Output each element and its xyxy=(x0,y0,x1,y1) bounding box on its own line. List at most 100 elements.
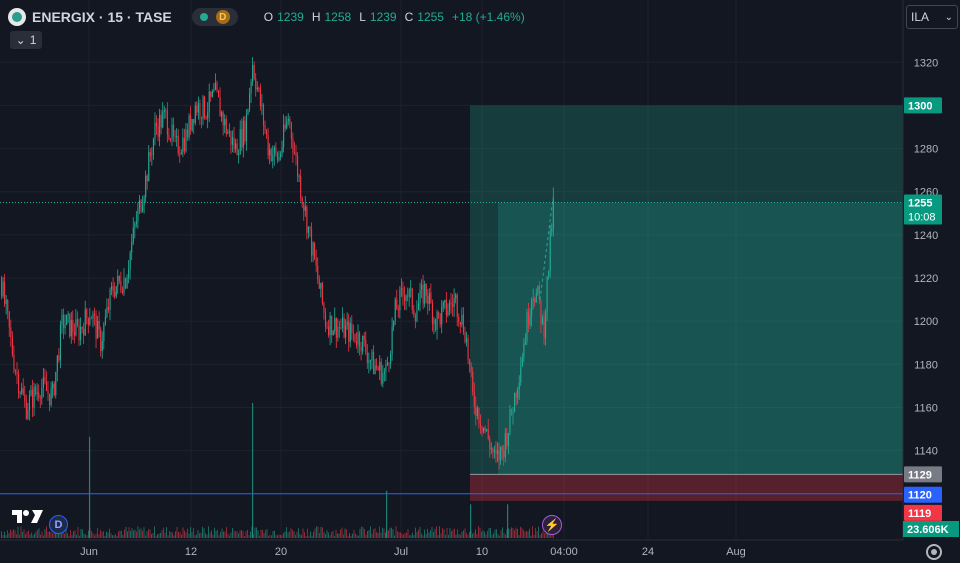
volume-bar xyxy=(169,531,170,538)
candle-body xyxy=(173,124,175,136)
market-status-pill[interactable]: D xyxy=(191,8,238,26)
candle-body xyxy=(247,109,249,115)
candle-body xyxy=(225,119,227,134)
volume-bar xyxy=(550,533,551,538)
volume-bar xyxy=(5,535,7,538)
volume-bar xyxy=(43,535,44,538)
volume-bar xyxy=(23,529,25,538)
volume-bar xyxy=(388,530,389,538)
dividend-badge[interactable]: D xyxy=(49,515,68,534)
candle-body xyxy=(363,335,365,340)
candle-body xyxy=(264,124,266,130)
volume-bar xyxy=(100,529,101,538)
candle-body xyxy=(154,122,156,139)
candle-body xyxy=(548,270,550,277)
volume-bar xyxy=(343,534,344,538)
volume-bar xyxy=(286,527,287,538)
candle-body xyxy=(227,132,229,134)
candle-body xyxy=(541,317,544,324)
candle-body xyxy=(428,292,430,304)
volume-bar xyxy=(262,529,263,538)
candle-body xyxy=(404,295,406,301)
candle-body xyxy=(510,409,513,415)
candle-body xyxy=(97,320,99,339)
symbol-title[interactable]: ENERGIX · 15 · TASE xyxy=(32,9,172,25)
volume-bar xyxy=(328,532,329,538)
candle-body xyxy=(76,319,79,325)
candle-body xyxy=(489,438,491,449)
volume-bar xyxy=(322,527,323,538)
volume-bar xyxy=(64,533,65,538)
volume-bar xyxy=(535,528,536,538)
position-zones xyxy=(470,105,903,501)
candle-body xyxy=(216,82,218,91)
candle-body xyxy=(422,284,424,304)
volume-bar xyxy=(205,533,206,538)
candle-body xyxy=(188,115,190,138)
volume-bar xyxy=(136,531,137,538)
price-label-text: 1119 xyxy=(908,508,931,520)
candle-body xyxy=(359,332,361,348)
volume-bar xyxy=(518,535,520,538)
candle-body xyxy=(498,450,500,461)
candle-body xyxy=(342,317,344,328)
tradingview-logo-icon[interactable] xyxy=(12,508,44,524)
candle-body xyxy=(314,243,316,259)
candle-body xyxy=(311,229,313,256)
candle-body xyxy=(290,123,292,139)
volume-bar xyxy=(466,533,467,538)
candle-body xyxy=(507,432,509,447)
volume-bar xyxy=(95,533,97,538)
profit-zone xyxy=(470,105,903,475)
candle-body xyxy=(66,314,68,325)
volume-bar xyxy=(298,528,299,538)
candle-body xyxy=(109,289,111,311)
volume-bar xyxy=(1,531,2,538)
volume-bar xyxy=(436,526,437,538)
candle-body xyxy=(61,314,63,325)
earnings-icon[interactable]: ⚡ xyxy=(542,515,562,535)
volume-bar xyxy=(25,534,26,538)
volume-bar xyxy=(154,526,155,538)
symbol-logo-icon[interactable] xyxy=(8,8,26,26)
volume-bar xyxy=(191,532,193,538)
volume-bar xyxy=(509,529,511,538)
volume-bar xyxy=(34,533,35,538)
candle-body xyxy=(427,295,429,304)
candle-body xyxy=(59,324,61,361)
volume-bar xyxy=(490,528,491,538)
candle-body xyxy=(386,362,389,366)
candle-body xyxy=(157,126,159,137)
candle-body xyxy=(286,121,288,129)
candle-body xyxy=(328,326,330,336)
volume-bar xyxy=(346,529,347,538)
candle-body xyxy=(512,412,514,415)
candle-body xyxy=(146,175,148,182)
currency-select[interactable]: ILA ⌄ xyxy=(906,5,958,29)
candle-body xyxy=(78,324,80,341)
candle-body xyxy=(521,357,523,367)
volume-bar xyxy=(433,532,434,538)
volume-bar xyxy=(296,531,298,538)
volume-bar xyxy=(185,532,187,538)
candle-body xyxy=(473,391,475,407)
volume-bar xyxy=(287,532,289,538)
candle-body xyxy=(355,341,358,345)
volume-bar xyxy=(223,531,224,538)
volume-bar xyxy=(341,527,343,538)
candle-body xyxy=(256,87,258,90)
candle-body xyxy=(394,299,396,321)
candle-body xyxy=(199,103,201,118)
close-key: C xyxy=(404,10,414,24)
volume-bar xyxy=(496,529,497,538)
volume-bar xyxy=(485,534,487,538)
candle-body xyxy=(532,298,534,301)
volume-bar xyxy=(326,530,328,538)
settings-icon[interactable] xyxy=(926,544,942,560)
candle-body xyxy=(309,226,311,230)
indicators-collapse-button[interactable]: ⌄ 1 xyxy=(10,31,42,49)
candle-body xyxy=(42,377,44,388)
candle-body xyxy=(22,388,24,395)
